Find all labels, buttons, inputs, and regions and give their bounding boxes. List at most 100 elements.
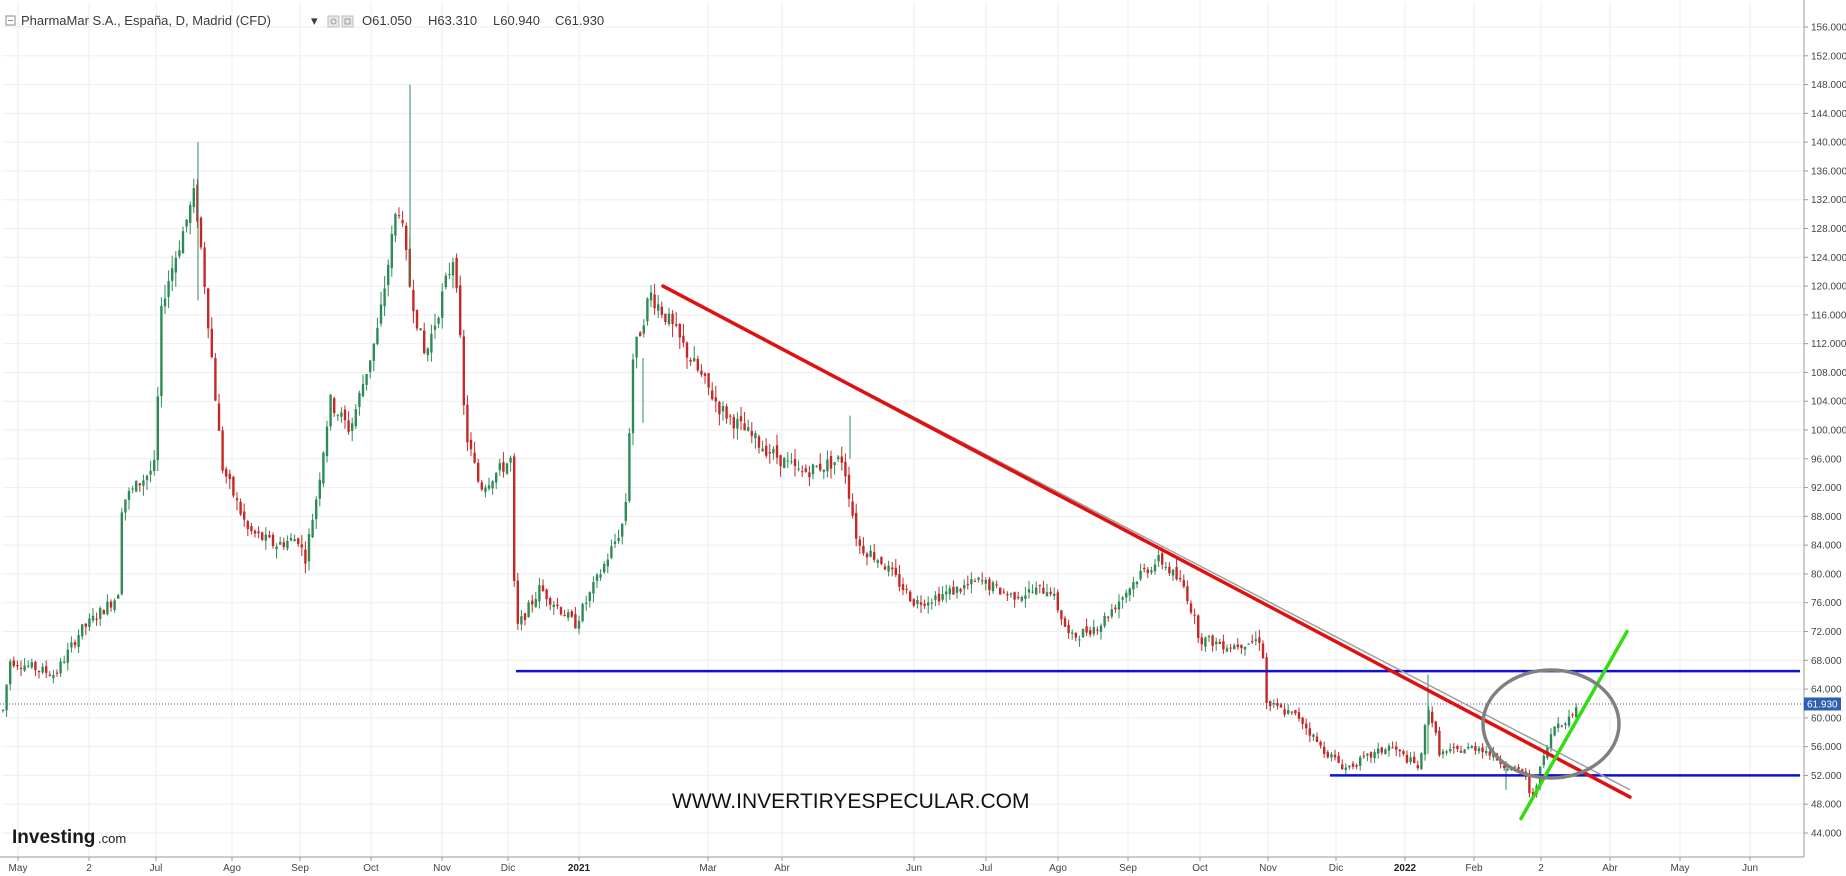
candle-up	[577, 620, 581, 629]
candle-up	[624, 501, 627, 521]
candle-down	[1074, 633, 1077, 638]
candle-up	[621, 523, 624, 537]
chart-grid	[2, 2, 1804, 857]
candle-up	[189, 205, 192, 223]
candle-down	[1013, 592, 1016, 600]
descending-trendline[interactable]	[661, 284, 1632, 799]
candle-up	[1287, 710, 1290, 714]
ascending-trendline[interactable]	[1519, 629, 1629, 821]
candle-up	[185, 219, 188, 227]
candle-up	[1225, 648, 1229, 652]
candle-up	[365, 373, 368, 385]
candle-up	[340, 412, 343, 417]
candle-up	[390, 234, 393, 269]
candle-up	[174, 257, 177, 273]
candle-down	[1290, 711, 1293, 713]
y-axis-ticks[interactable]: 44.000 48.000 52.000 56.000 60.000 64.000 68.0…	[1804, 23, 1846, 840]
candle-up	[585, 602, 588, 605]
x-tick-label: Sep	[291, 863, 309, 874]
candle-down	[919, 602, 923, 605]
investing-logo[interactable]: Investing .com	[12, 827, 126, 848]
candle-down	[19, 667, 23, 669]
candle-up	[617, 537, 620, 542]
candle-down	[574, 614, 577, 629]
candle-down	[858, 539, 861, 546]
candle-down	[1114, 607, 1117, 610]
candle-up	[567, 612, 570, 618]
candle-up	[167, 280, 170, 298]
candle-up	[307, 534, 311, 562]
candle-up	[1135, 581, 1139, 585]
candle-down	[703, 373, 707, 376]
candle-up	[1207, 636, 1211, 638]
candle-up	[1377, 748, 1380, 754]
candle-down	[1517, 767, 1520, 770]
candle-down	[898, 574, 901, 587]
candle-down	[502, 462, 505, 472]
candle-down	[999, 587, 1002, 595]
remove-indicator-icon[interactable]	[341, 15, 354, 28]
candle-down	[246, 521, 249, 530]
candle-down	[729, 415, 732, 417]
candle-down	[1488, 751, 1491, 756]
y-tick-label: 64.000	[1811, 685, 1842, 696]
x-tick-label: 2022	[1394, 863, 1417, 874]
candle-down	[1089, 630, 1092, 635]
candle-up	[52, 675, 55, 679]
candle-down	[725, 406, 728, 419]
candle-up	[505, 463, 509, 474]
candle-up	[1164, 566, 1167, 568]
x-tick-label: May	[9, 863, 28, 874]
candle-up	[963, 584, 966, 589]
candle-up	[336, 415, 339, 417]
candle-up	[534, 599, 537, 607]
candle-up	[1485, 750, 1488, 754]
x-axis-ticks[interactable]: May 2 Jul Ago Sep Oct Nov Dic 2021 Mar Abr Jun Jul Ag…	[9, 857, 1759, 874]
candle-down	[531, 600, 534, 605]
candle-up	[181, 231, 185, 254]
candle-up	[369, 360, 372, 372]
candle-up	[761, 448, 764, 452]
candle-down	[1294, 710, 1297, 714]
x-tick-label: Sep	[1119, 863, 1137, 874]
y-tick-label: 96.000	[1811, 454, 1842, 465]
candle-up	[318, 479, 321, 499]
candle-up	[9, 661, 12, 685]
ohlc-close: C61.930	[555, 13, 604, 28]
candle-down	[865, 553, 869, 558]
candle-down	[909, 591, 912, 602]
candle-up	[509, 457, 512, 463]
candle-up	[289, 538, 293, 541]
candle-up	[984, 579, 987, 584]
candle-down	[1175, 566, 1178, 580]
website-watermark: WWW.INVERTIRYESPECULAR.COM	[672, 790, 1029, 813]
candle-down	[523, 613, 527, 620]
candle-up	[451, 262, 455, 276]
candle-down	[243, 511, 246, 520]
candle-up	[1254, 639, 1257, 642]
candle-down	[1279, 704, 1283, 708]
y-tick-label: 60.000	[1811, 713, 1842, 724]
candle-up	[520, 616, 523, 625]
y-tick-label: 128.000	[1811, 224, 1846, 235]
candle-up	[1139, 570, 1142, 580]
candle-up	[66, 649, 69, 663]
dropdown-arrow-icon[interactable]: ▾	[311, 13, 318, 28]
candle-down	[95, 618, 98, 620]
candle-down	[397, 215, 401, 217]
x-tick-label: Oct	[363, 863, 379, 874]
candle-down	[225, 469, 228, 477]
candle-up	[354, 409, 357, 427]
candle-down	[1240, 644, 1243, 649]
settings-icon[interactable]	[327, 15, 340, 28]
candle-down	[1301, 717, 1304, 724]
x-tick-label: Mar	[699, 863, 717, 874]
candle-up	[1312, 734, 1315, 737]
highlight-ellipse[interactable]	[1481, 668, 1621, 780]
candle-down	[207, 288, 210, 329]
candle-up	[1557, 723, 1560, 728]
candle-up	[106, 601, 109, 615]
candle-up	[426, 348, 429, 356]
candle-down	[1431, 711, 1434, 723]
